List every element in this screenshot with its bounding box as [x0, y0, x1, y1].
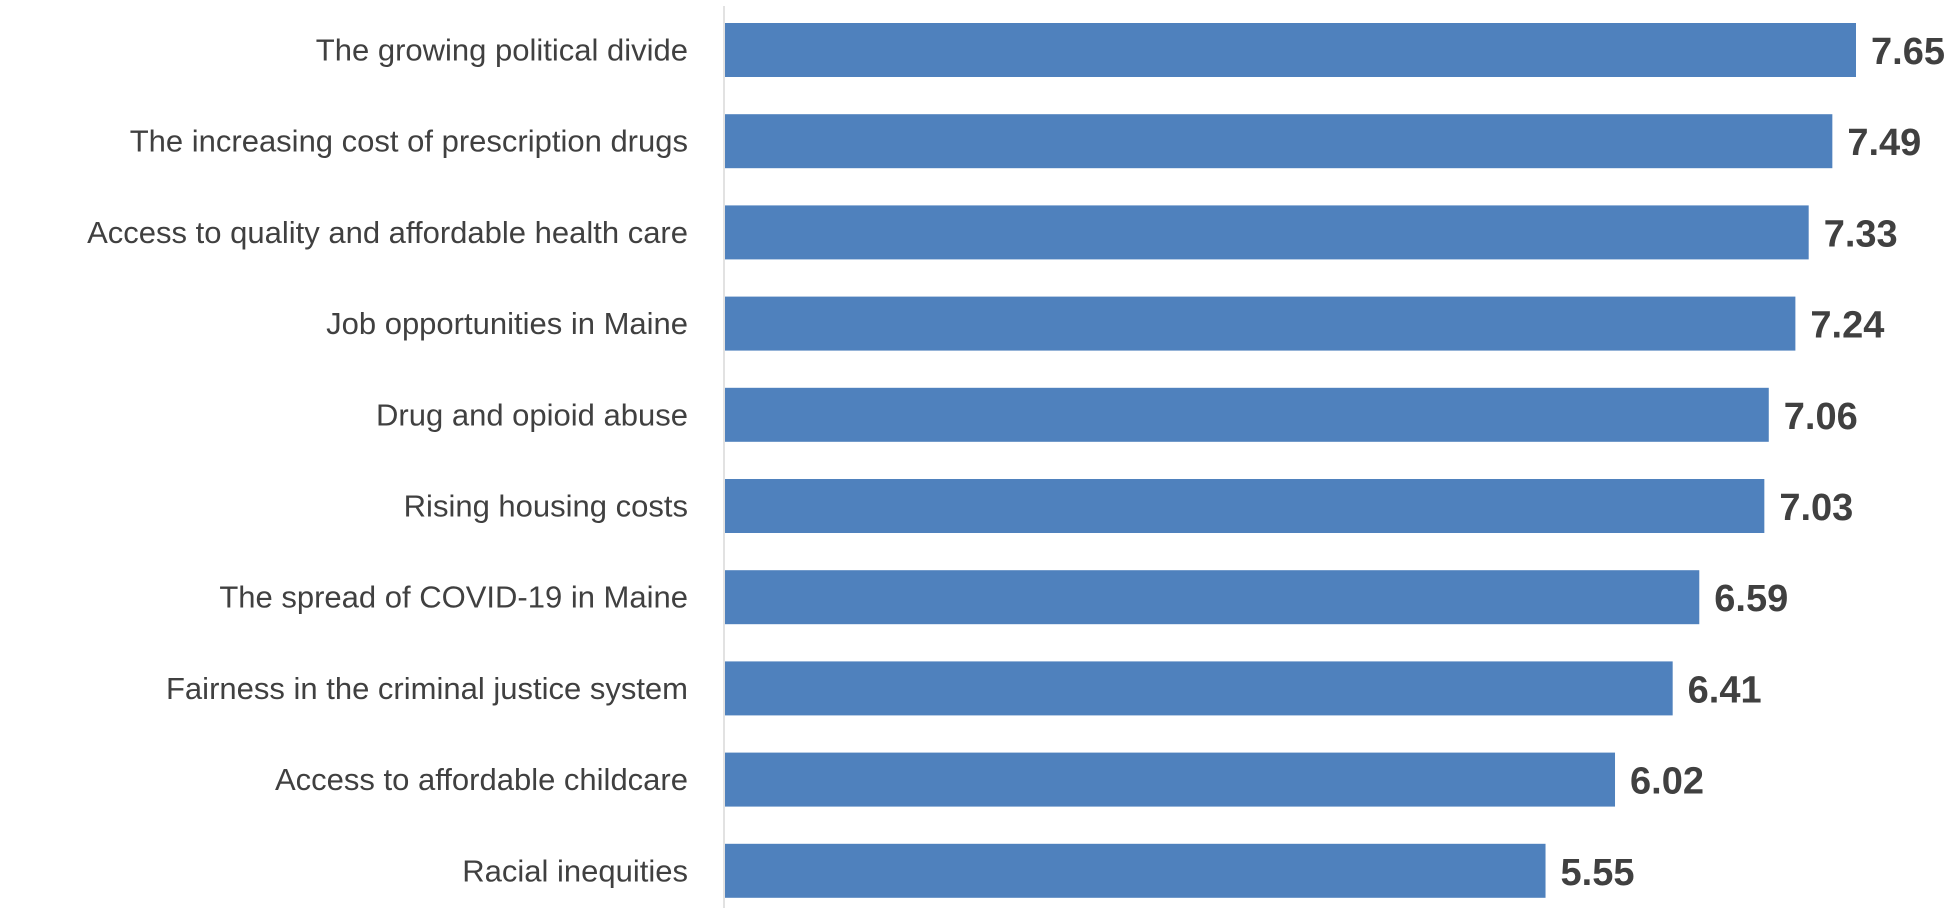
- data-label: 5.55: [1561, 852, 1635, 894]
- data-label: 7.06: [1784, 396, 1858, 438]
- category-label: The growing political divide: [316, 33, 688, 68]
- data-label: 7.03: [1779, 487, 1853, 529]
- bar: [725, 661, 1673, 716]
- bar: [725, 296, 1796, 351]
- data-label: 7.24: [1810, 305, 1884, 347]
- bar: [725, 479, 1765, 533]
- data-label: 7.33: [1824, 213, 1898, 255]
- category-label: Fairness in the criminal justice system: [166, 671, 688, 706]
- category-label: Rising housing costs: [404, 489, 688, 524]
- data-label: 6.02: [1630, 761, 1704, 803]
- category-label: Racial inequities: [462, 853, 688, 888]
- category-label: Drug and opioid abuse: [376, 397, 688, 432]
- data-label: 7.65: [1871, 31, 1945, 73]
- bar: [725, 114, 1833, 169]
- category-label: Access to affordable childcare: [275, 762, 688, 797]
- bar: [725, 387, 1769, 442]
- category-label: The spread of COVID-19 in Maine: [219, 580, 688, 615]
- category-label: Job opportunities in Maine: [326, 306, 688, 341]
- data-label: 6.41: [1688, 669, 1762, 711]
- category-label: The increasing cost of prescription drug…: [130, 124, 688, 159]
- bar: [725, 843, 1546, 898]
- data-label: 7.49: [1847, 122, 1921, 164]
- category-label: Access to quality and affordable health …: [87, 215, 688, 250]
- bar: [725, 205, 1809, 260]
- bar: [725, 570, 1700, 625]
- data-label: 6.59: [1714, 578, 1788, 620]
- bar: [725, 23, 1856, 77]
- bar: [725, 752, 1616, 807]
